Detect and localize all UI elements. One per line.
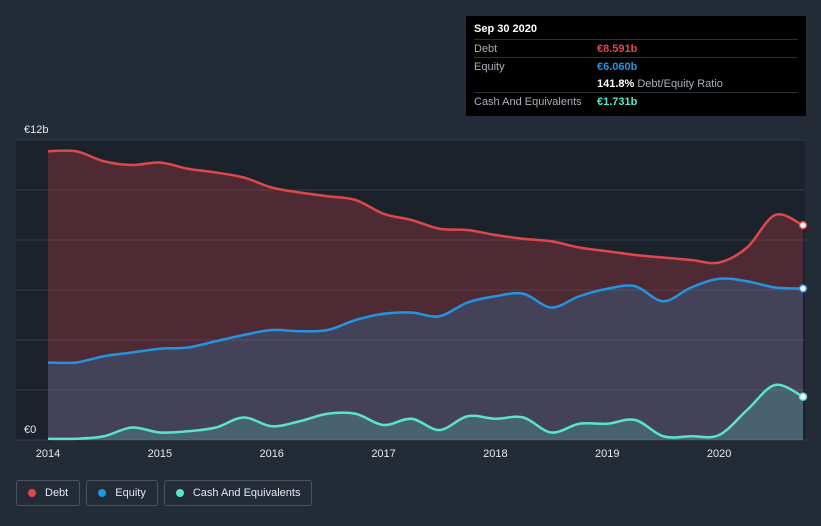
x-tick-label: 2019	[595, 448, 619, 460]
x-tick-label: 2020	[707, 448, 731, 460]
series-end-markers	[798, 220, 808, 401]
debt-dot-icon	[28, 489, 36, 497]
tooltip-date: Sep 30 2020	[474, 23, 537, 35]
cash-and-equivalents-line	[47, 383, 804, 441]
x-tick-label: 2016	[259, 448, 283, 460]
legend-item-cash[interactable]: Cash And Equivalents	[163, 480, 313, 506]
y-tick-label-top: €12b	[24, 124, 48, 136]
x-tick-label: 2014	[36, 448, 60, 460]
x-tick-label: 2015	[148, 448, 172, 460]
series-lines	[47, 149, 804, 441]
tooltip-ratio-spacer	[474, 76, 597, 92]
debt-area	[48, 150, 803, 440]
cash-dot-icon	[175, 489, 184, 497]
legend-item-equity[interactable]: Equity	[86, 480, 158, 506]
debt-line	[47, 149, 804, 265]
tooltip-equity-value: €6.060b	[597, 61, 638, 73]
legend: Debt Equity Cash And Equivalents	[16, 480, 313, 506]
equity-area	[48, 278, 803, 440]
tooltip-ratio-label: Debt/Equity Ratio	[637, 78, 723, 90]
tooltip-debt-value: €8.591b	[597, 43, 638, 55]
series-areas	[48, 150, 803, 440]
tooltip-ratio-value: 141.8%	[597, 78, 635, 90]
equity-dot-icon	[98, 489, 107, 497]
equity-line	[47, 277, 804, 365]
legend-cash-label: Cash And Equivalents	[192, 487, 301, 499]
legend-item-debt[interactable]: Debt	[16, 480, 81, 506]
tooltip-cash-value: €1.731b	[597, 96, 638, 108]
equity-end-marker	[798, 284, 808, 293]
x-tick-label: 2018	[483, 448, 507, 460]
tooltip-cash-label: Cash And Equivalents	[474, 96, 582, 108]
debt-end-marker	[798, 220, 808, 230]
legend-debt-label: Debt	[45, 487, 69, 499]
tooltip-panel: Sep 30 2020 Debt €8.591b Equity €6.060b …	[466, 16, 806, 116]
gridlines	[16, 139, 805, 441]
y-tick-label-bottom: €0	[24, 424, 36, 436]
tooltip-equity-label: Equity	[474, 61, 505, 73]
cash-and-equivalents-area	[48, 384, 803, 440]
cash-and-equivalents-end-marker	[798, 392, 808, 401]
legend-equity-label: Equity	[115, 487, 146, 499]
x-tick-labels: 2014 2015 2016 2017 2018 2019 2020	[36, 448, 732, 460]
tooltip-debt-label: Debt	[474, 43, 498, 55]
x-tick-label: 2017	[371, 448, 395, 460]
